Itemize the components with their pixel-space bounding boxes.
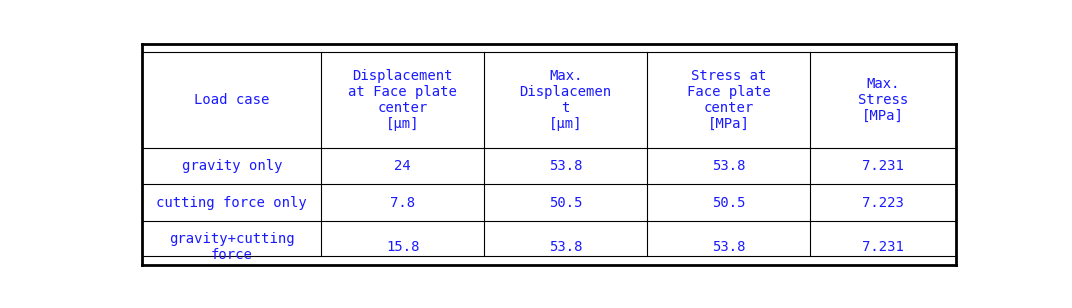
- Text: gravity+cutting
force: gravity+cutting force: [169, 232, 295, 262]
- Text: 7.231: 7.231: [862, 159, 904, 173]
- Text: 7.223: 7.223: [862, 196, 904, 210]
- Text: 15.8: 15.8: [386, 240, 419, 254]
- Text: gravity only: gravity only: [181, 159, 282, 173]
- Text: Stress at
Face plate
center
[MPa]: Stress at Face plate center [MPa]: [687, 69, 771, 131]
- Text: Displacement
at Face plate
center
[μm]: Displacement at Face plate center [μm]: [348, 69, 458, 131]
- Text: 53.8: 53.8: [712, 240, 745, 254]
- Text: Max.
Displacemen
t
[μm]: Max. Displacemen t [μm]: [520, 69, 612, 131]
- Text: 53.8: 53.8: [712, 159, 745, 173]
- Text: cutting force only: cutting force only: [157, 196, 308, 210]
- Text: 53.8: 53.8: [549, 240, 582, 254]
- Text: Load case: Load case: [194, 93, 269, 107]
- Text: 24: 24: [394, 159, 412, 173]
- Text: 7.8: 7.8: [390, 196, 416, 210]
- Text: 53.8: 53.8: [549, 159, 582, 173]
- Text: 50.5: 50.5: [549, 196, 582, 210]
- Text: Max.
Stress
[MPa]: Max. Stress [MPa]: [858, 77, 908, 123]
- Text: 50.5: 50.5: [712, 196, 745, 210]
- Text: 7.231: 7.231: [862, 240, 904, 254]
